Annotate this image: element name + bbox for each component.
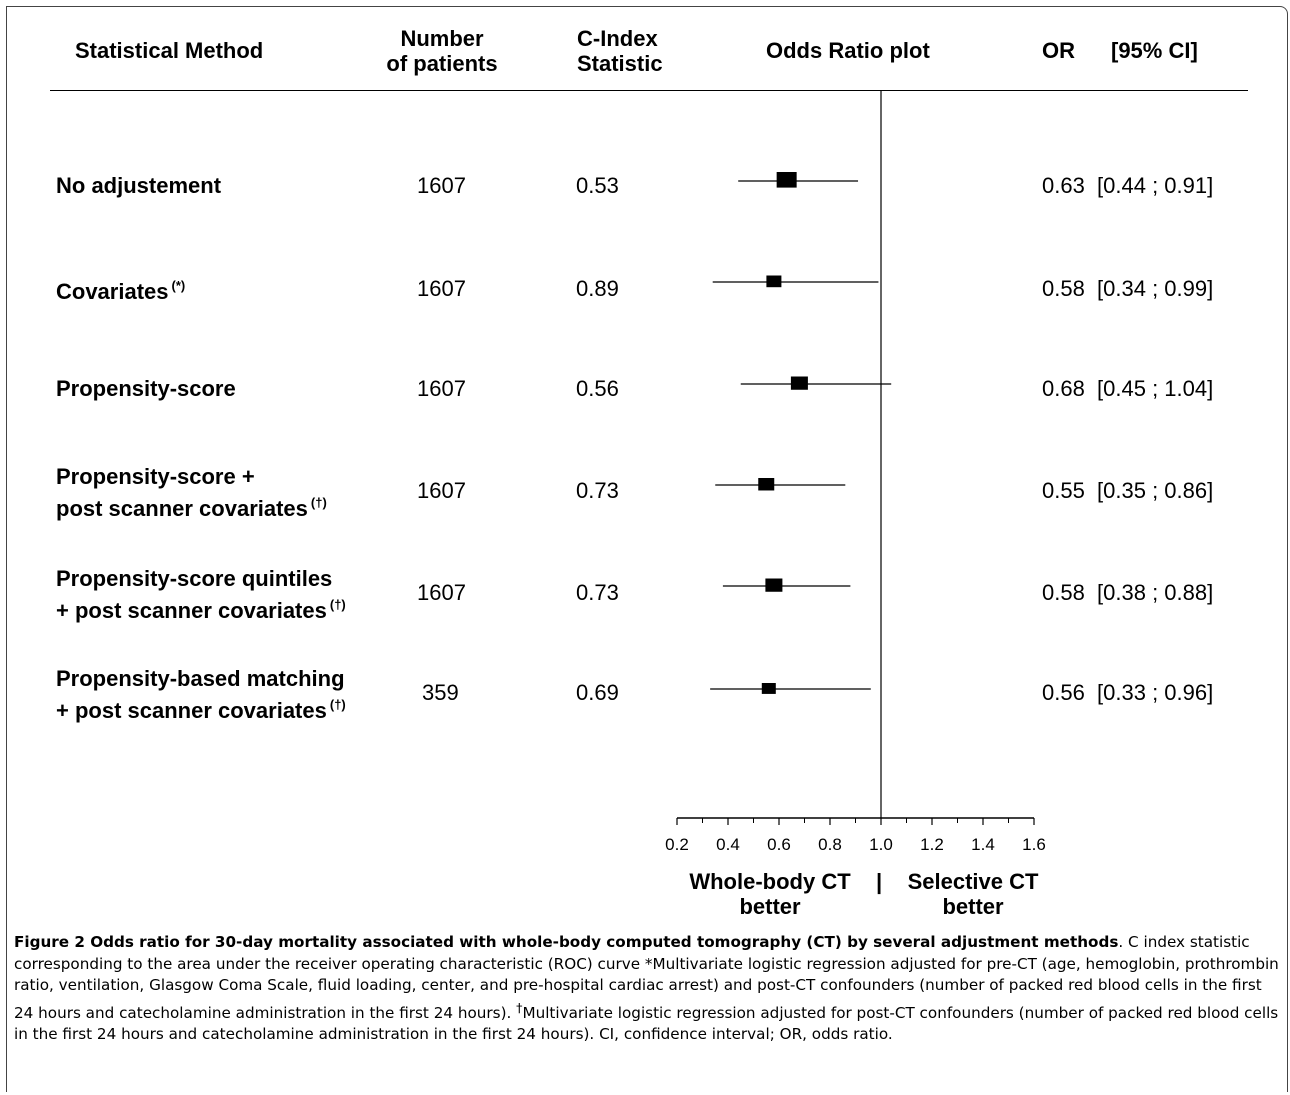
header-or: OR: [1042, 38, 1075, 63]
left-better-label: Whole-body CT better: [680, 869, 860, 919]
header-cindex: C-Index Statistic: [577, 26, 663, 76]
row-label-line2: + post scanner covariates: [56, 598, 327, 623]
right-better-line2: better: [942, 894, 1004, 919]
row-or-ci: 0.55 [0.35 ; 0.86]: [1042, 478, 1214, 503]
row-label-line1: Propensity-based matching: [56, 666, 345, 691]
header-method: Statistical Method: [75, 38, 264, 63]
odds-ratio-plot: 0.2 0.4 0.6 0.8 1.0 1.2 1.4 1.6: [665, 90, 1046, 854]
row-cindex: 0.56: [576, 376, 619, 401]
x-tick-label: 1.2: [920, 835, 944, 854]
row-label-line1: Covariates: [56, 279, 169, 304]
figure-frame: [6, 6, 1288, 1092]
caption-dagger: †: [516, 999, 523, 1015]
row-cindex: 0.73: [576, 478, 619, 503]
row-or-ci: 0.58 [0.38 ; 0.88]: [1042, 580, 1214, 605]
or-marker: [776, 172, 797, 188]
left-better-line2: better: [739, 894, 801, 919]
left-better-line1: Whole-body CT: [689, 869, 851, 894]
row-label-line1: No adjustement: [56, 173, 222, 198]
row-label: Propensity-score quintiles + post scanner…: [56, 566, 346, 624]
header-patients-line1: Number: [400, 26, 484, 51]
row-or-ci: 0.63 [0.44 ; 0.91]: [1042, 173, 1214, 198]
header-patients-line2: of patients: [386, 51, 498, 76]
row-label-line2: post scanner covariates: [56, 496, 308, 521]
right-better-line1: Selective CT: [907, 869, 1039, 894]
row-patients: 1607: [417, 478, 466, 503]
row-or-ci: 0.58 [0.34 ; 0.99]: [1042, 276, 1214, 301]
or-marker: [765, 578, 783, 592]
row-label: Covariates (*): [56, 273, 185, 305]
row-cindex: 0.53: [576, 173, 619, 198]
row-label: Propensity-based matching + post scanner …: [56, 666, 346, 724]
row-patients: 1607: [417, 173, 466, 198]
or-marker: [766, 275, 782, 288]
caption-title: Figure 2 Odds ratio for 30-day mortality…: [14, 933, 1119, 951]
x-tick-label: 1.6: [1022, 835, 1046, 854]
row-cindex: 0.89: [576, 276, 619, 301]
row-cindex: 0.69: [576, 680, 619, 705]
row-label-line1: Propensity-score quintiles: [56, 566, 333, 591]
header-cindex-line2: Statistic: [577, 51, 663, 76]
row-label-line1: Propensity-score +: [56, 464, 255, 489]
figure-caption: Figure 2 Odds ratio for 30-day mortality…: [14, 932, 1280, 1046]
row-patients: 1607: [417, 376, 466, 401]
divider-label: |: [876, 869, 883, 894]
row-patients: 359: [422, 680, 459, 705]
row-label: Propensity-score: [56, 376, 236, 402]
row-label-line2: + post scanner covariates: [56, 698, 327, 723]
row-or-ci: 0.68 [0.45 ; 1.04]: [1042, 376, 1214, 401]
x-tick-label: 1.0: [869, 835, 893, 854]
or-marker: [758, 478, 775, 491]
or-marker: [761, 683, 776, 694]
row-label: No adjustement: [56, 173, 221, 199]
row-label-line1: Propensity-score: [56, 376, 236, 401]
x-tick-label: 0.4: [716, 835, 740, 854]
row-or-ci: 0.56 [0.33 ; 0.96]: [1042, 680, 1214, 705]
row-label-sup: (†): [310, 495, 327, 510]
row-label: Propensity-score + post scanner covariate…: [56, 464, 327, 522]
row-label-sup: (*): [171, 278, 186, 293]
right-better-label: Selective CT better: [898, 869, 1048, 919]
x-tick-label: 1.4: [971, 835, 995, 854]
header-rule: [50, 90, 1248, 91]
row-label-sup: (†): [329, 697, 346, 712]
header-patients: Number of patients: [372, 26, 512, 76]
caption-body-b: Multivariate logistic regression adjuste…: [14, 1003, 1279, 1044]
x-tick-label: 0.2: [665, 835, 689, 854]
row-patients: 1607: [417, 276, 466, 301]
row-patients: 1607: [417, 580, 466, 605]
header-cindex-line1: C-Index: [577, 26, 658, 51]
row-cindex: 0.73: [576, 580, 619, 605]
x-tick-label: 0.8: [818, 835, 842, 854]
row-label-sup: (†): [329, 597, 346, 612]
x-tick-label: 0.6: [767, 835, 791, 854]
or-marker: [790, 376, 808, 390]
caption-body-a: . C index statistic corresponding to the…: [14, 933, 1279, 1022]
header-plot: Odds Ratio plot: [766, 38, 930, 63]
header-ci: [95% CI]: [1111, 38, 1198, 63]
